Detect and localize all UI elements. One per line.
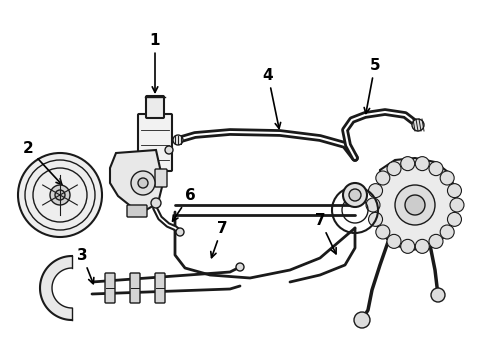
Circle shape bbox=[395, 185, 435, 225]
Circle shape bbox=[368, 184, 383, 198]
Circle shape bbox=[366, 198, 380, 212]
FancyBboxPatch shape bbox=[155, 273, 165, 303]
Circle shape bbox=[387, 234, 401, 248]
Circle shape bbox=[354, 312, 370, 328]
Circle shape bbox=[450, 198, 464, 212]
FancyBboxPatch shape bbox=[146, 96, 164, 118]
Text: 3: 3 bbox=[77, 248, 94, 284]
Text: 7: 7 bbox=[315, 212, 336, 254]
Circle shape bbox=[416, 157, 429, 171]
Text: 6: 6 bbox=[172, 188, 196, 221]
Circle shape bbox=[376, 225, 390, 239]
Circle shape bbox=[376, 171, 390, 185]
Text: 1: 1 bbox=[150, 32, 160, 93]
Circle shape bbox=[368, 212, 383, 226]
Circle shape bbox=[349, 189, 361, 201]
Text: 5: 5 bbox=[364, 58, 380, 113]
FancyBboxPatch shape bbox=[155, 169, 167, 187]
Circle shape bbox=[429, 162, 443, 176]
Circle shape bbox=[401, 157, 415, 171]
Circle shape bbox=[412, 119, 424, 131]
Circle shape bbox=[343, 183, 367, 207]
Text: 2: 2 bbox=[23, 140, 62, 185]
Circle shape bbox=[440, 171, 454, 185]
Circle shape bbox=[447, 184, 462, 198]
Circle shape bbox=[429, 234, 443, 248]
Circle shape bbox=[50, 185, 70, 205]
Circle shape bbox=[18, 153, 102, 237]
Circle shape bbox=[151, 198, 161, 208]
Circle shape bbox=[387, 162, 401, 176]
Circle shape bbox=[416, 239, 429, 253]
FancyBboxPatch shape bbox=[127, 205, 147, 217]
Circle shape bbox=[440, 225, 454, 239]
Text: 7: 7 bbox=[211, 220, 227, 258]
Text: 4: 4 bbox=[263, 68, 281, 129]
FancyBboxPatch shape bbox=[138, 114, 172, 171]
Polygon shape bbox=[373, 158, 458, 250]
Circle shape bbox=[176, 228, 184, 236]
Circle shape bbox=[55, 190, 65, 200]
FancyBboxPatch shape bbox=[105, 273, 115, 303]
Circle shape bbox=[401, 239, 415, 253]
Circle shape bbox=[447, 212, 462, 226]
Circle shape bbox=[405, 195, 425, 215]
FancyBboxPatch shape bbox=[130, 273, 140, 303]
Circle shape bbox=[236, 263, 244, 271]
Polygon shape bbox=[40, 256, 72, 320]
Circle shape bbox=[431, 288, 445, 302]
Polygon shape bbox=[110, 150, 163, 210]
Circle shape bbox=[173, 135, 183, 145]
Circle shape bbox=[131, 171, 155, 195]
Circle shape bbox=[138, 178, 148, 188]
Circle shape bbox=[165, 146, 173, 154]
